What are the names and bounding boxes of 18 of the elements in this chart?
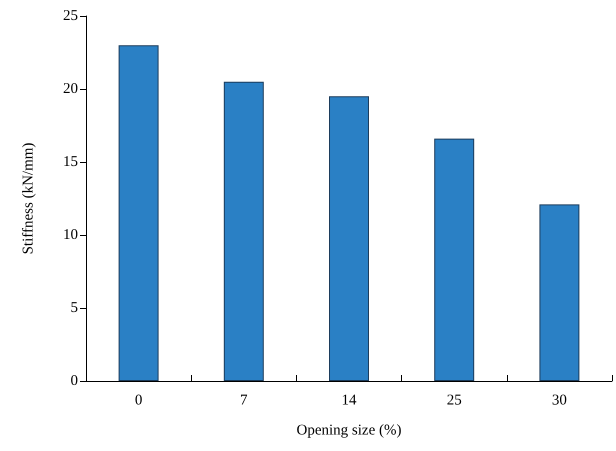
x-tick-label: 14 (342, 392, 357, 408)
y-tick-label: 10 (63, 227, 78, 243)
x-tick-label: 7 (240, 392, 248, 408)
x-tick-label: 30 (552, 392, 567, 408)
y-tick-label: 25 (63, 8, 78, 24)
y-tick-label: 15 (63, 154, 78, 170)
x-tick-label: 0 (134, 392, 142, 408)
y-tick-label: 0 (70, 373, 78, 389)
y-tick-label: 20 (63, 81, 78, 97)
bar (434, 138, 474, 381)
bar (329, 96, 369, 381)
bar (118, 45, 159, 381)
bar (539, 204, 580, 381)
y-tick-label: 5 (70, 300, 78, 316)
bar (224, 82, 264, 381)
x-axis-title: Opening size (%) (296, 422, 402, 438)
x-tick-label: 25 (446, 392, 462, 408)
y-axis-title: Stiffness (kN/mm) (20, 142, 36, 254)
